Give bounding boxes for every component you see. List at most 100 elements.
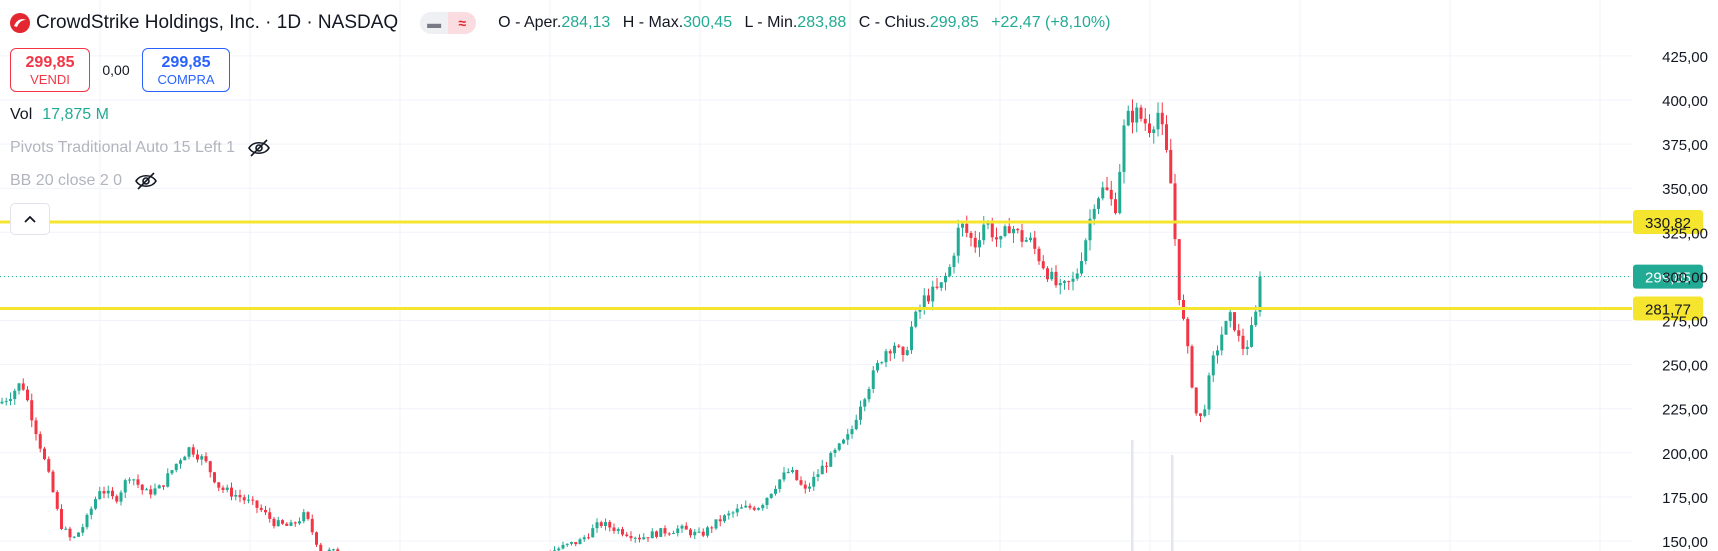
collapse-legend-button[interactable] — [10, 203, 50, 235]
chart-grid — [0, 0, 1632, 551]
candle-body — [1143, 118, 1147, 124]
candle-body — [1007, 226, 1011, 234]
candle-body — [1037, 248, 1041, 262]
candle-body — [578, 539, 582, 545]
symbol-title[interactable]: CrowdStrike Holdings, Inc. · 1D · NASDAQ — [36, 12, 399, 33]
volume-legend[interactable]: Vol 17,875 M — [10, 106, 1118, 124]
y-tick-label: 200,00 — [1662, 446, 1708, 463]
candle-body — [285, 523, 289, 526]
candle-body — [81, 527, 85, 533]
candle-body — [833, 449, 837, 453]
indicator-label: Pivots Traditional Auto 15 Left 1 — [10, 139, 236, 156]
candle-body — [986, 222, 990, 225]
candle-body — [1088, 218, 1092, 241]
candle-body — [888, 351, 892, 354]
candle-body — [217, 482, 221, 488]
indicator-bollinger[interactable]: BB 20 close 2 0 — [10, 171, 1118, 191]
eye-off-icon[interactable] — [134, 171, 158, 191]
candle-body — [327, 549, 331, 551]
buy-price: 299,85 — [161, 53, 211, 71]
candle-body — [13, 390, 17, 400]
candle-body — [765, 497, 769, 505]
candle-body — [837, 443, 841, 450]
candle-body — [43, 448, 46, 460]
candle-body — [1220, 334, 1224, 351]
candle-body — [752, 507, 756, 510]
candle-body — [153, 488, 157, 495]
candle-body — [595, 522, 599, 529]
candle-body — [808, 486, 811, 489]
candle-body — [306, 512, 310, 519]
candle-body — [935, 286, 939, 288]
candle-body — [1228, 312, 1232, 321]
low-label: L - Min. — [744, 14, 798, 31]
candle-body — [72, 536, 76, 538]
candle-body — [952, 255, 956, 268]
candle-body — [650, 531, 654, 539]
sell-label: VENDI — [30, 71, 70, 87]
candle-body — [718, 519, 722, 522]
candle-body — [242, 497, 246, 501]
candle-body — [795, 470, 799, 481]
candle-body — [38, 434, 42, 449]
candle-body — [259, 507, 263, 510]
candle-body — [1071, 278, 1075, 282]
candle-body — [672, 533, 675, 535]
ohlc-values: O - Aper.284,13 H - Max.300,45 L - Min.2… — [498, 14, 1118, 32]
candle-body — [132, 479, 136, 481]
candle-body — [608, 522, 612, 528]
candle-body — [179, 460, 182, 464]
candle-body — [1046, 268, 1049, 280]
approx-mode-icon[interactable]: ≈ — [448, 12, 477, 34]
candle-body — [111, 490, 114, 497]
candle-body — [646, 537, 650, 539]
buy-button[interactable]: 299,85 COMPRA — [142, 48, 230, 92]
candle-body — [927, 295, 930, 302]
candle-body — [1118, 171, 1122, 214]
candle-body — [289, 522, 293, 526]
candle-body — [47, 459, 51, 472]
candle-body — [757, 508, 760, 510]
candle-body — [616, 529, 620, 531]
candle-body — [102, 491, 106, 494]
candle-body — [1190, 346, 1194, 388]
candle-body — [34, 420, 38, 435]
candle-body — [697, 531, 701, 533]
chart-mode-toggle[interactable]: ▬ ≈ — [420, 12, 477, 34]
candle-body — [999, 236, 1003, 240]
bar-mode-icon[interactable]: ▬ — [427, 15, 442, 31]
candle-body — [123, 480, 127, 493]
candle-body — [799, 480, 803, 485]
candle-body — [693, 531, 697, 536]
candle-body — [1258, 276, 1262, 312]
candle-body — [1203, 409, 1207, 416]
y-tick-label: 425,00 — [1662, 49, 1708, 66]
candle-body — [281, 520, 284, 524]
indicator-pivots[interactable]: Pivots Traditional Auto 15 Left 1 — [10, 138, 1118, 158]
candle-body — [1067, 281, 1071, 283]
candle-body — [1177, 239, 1181, 300]
candle-body — [778, 479, 782, 489]
candle-body — [1135, 107, 1139, 123]
candle-body — [944, 275, 947, 283]
candle-body — [1063, 281, 1066, 284]
candle-body — [1165, 124, 1168, 150]
candle-body — [1003, 226, 1007, 237]
candle-body — [1148, 123, 1151, 134]
candle-body — [1080, 261, 1083, 274]
candle-body — [315, 532, 318, 545]
candle-body — [978, 240, 981, 248]
candle-body — [85, 514, 89, 528]
candle-body — [748, 505, 752, 508]
candle-body — [638, 537, 641, 540]
eye-off-icon[interactable] — [247, 138, 271, 158]
candle-body — [1020, 230, 1024, 242]
candle-body — [1207, 375, 1211, 410]
candle-body — [714, 519, 718, 529]
candle-body — [893, 345, 896, 354]
candle-body — [255, 500, 259, 508]
candle-body — [642, 537, 646, 540]
sell-button[interactable]: 299,85 VENDI — [10, 48, 90, 92]
candle-body — [115, 496, 119, 502]
